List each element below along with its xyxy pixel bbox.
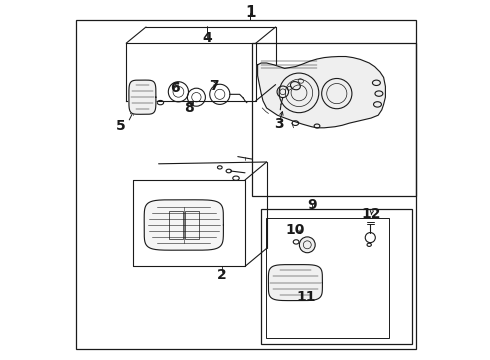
Polygon shape [269, 265, 322, 301]
Text: 6: 6 [170, 81, 180, 95]
Text: 7: 7 [210, 80, 219, 93]
Ellipse shape [372, 80, 380, 85]
Polygon shape [258, 57, 386, 128]
Bar [266, 218, 389, 338]
Text: 8: 8 [184, 101, 194, 115]
Circle shape [277, 86, 289, 98]
Text: 4: 4 [202, 31, 212, 45]
Bar [252, 43, 416, 196]
Text: 11: 11 [296, 290, 316, 304]
Bar [185, 211, 199, 239]
Bar [169, 211, 183, 239]
Text: 5: 5 [116, 119, 125, 133]
Text: 10: 10 [286, 224, 305, 237]
Circle shape [299, 237, 315, 253]
Text: 3: 3 [274, 117, 284, 131]
Text: 9: 9 [307, 198, 317, 212]
Text: 1: 1 [245, 5, 256, 20]
Ellipse shape [375, 91, 383, 96]
Text: 12: 12 [361, 207, 381, 221]
Ellipse shape [373, 102, 381, 107]
Bar [261, 209, 413, 344]
Text: 2: 2 [217, 269, 226, 282]
Polygon shape [129, 80, 156, 114]
Polygon shape [144, 200, 223, 250]
